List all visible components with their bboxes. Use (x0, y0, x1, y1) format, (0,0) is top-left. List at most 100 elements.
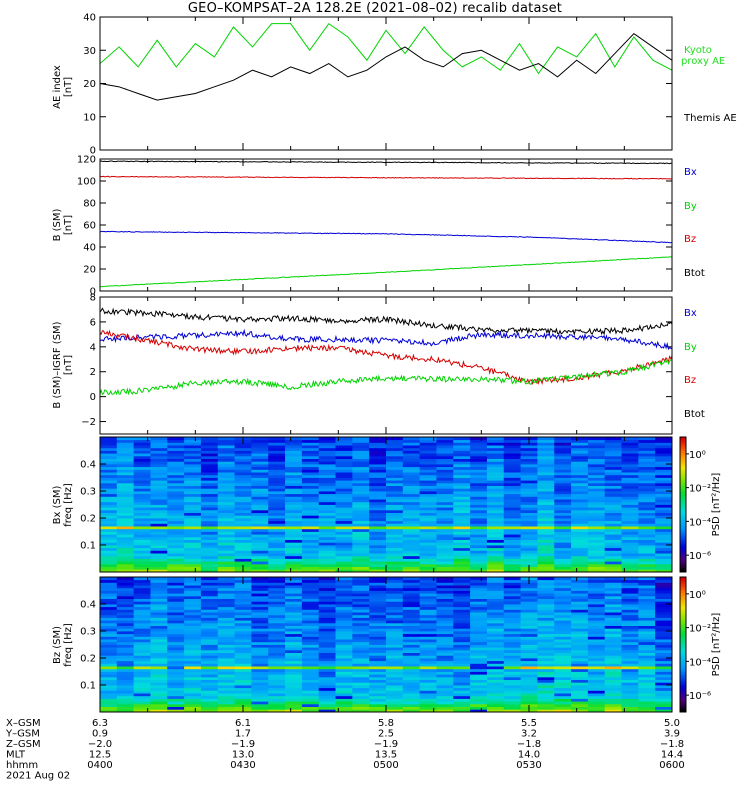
spectrogram-cell (386, 636, 404, 640)
spectrogram-cell (554, 631, 572, 635)
spectrogram-cell (369, 474, 387, 478)
spectrogram-cell (318, 579, 336, 583)
spectrogram-cell (200, 658, 219, 662)
spectrogram-cell (520, 461, 538, 465)
spectrogram-cell (520, 631, 538, 635)
spectrogram-cell (352, 617, 370, 621)
spectrogram-cell (369, 695, 387, 699)
spectrogram-cell (167, 582, 185, 586)
spectrogram-cell (587, 601, 606, 605)
spectrogram-cell (604, 639, 622, 643)
spectrogram-cell (335, 590, 353, 594)
spectrogram-cell (234, 701, 252, 705)
spectrogram-cell (251, 577, 269, 581)
spectrogram-cell (402, 647, 421, 651)
spectrogram-cell (100, 509, 118, 513)
spectrogram-cell (604, 620, 622, 624)
spectrogram-cell (386, 528, 404, 532)
spectrogram-cell (318, 545, 336, 549)
spectrogram-cell (554, 609, 572, 613)
spectrogram-cell (133, 687, 151, 691)
spectrogram-cell (571, 496, 589, 500)
spectrogram-cell (184, 466, 202, 470)
spectrogram-cell (234, 542, 252, 546)
spectrogram-cell (301, 636, 320, 640)
spectrogram-cell (470, 598, 488, 602)
spectrogram-cell (251, 550, 269, 554)
spectrogram-cell (655, 601, 673, 605)
spectrogram-cell (335, 539, 353, 543)
spectrogram-cell (301, 504, 320, 508)
spectrogram-cell (167, 445, 185, 449)
spectrogram-cell (268, 682, 286, 686)
spectrogram-cell (184, 485, 202, 489)
spectrogram-cell (217, 553, 235, 557)
spectrogram-cell (571, 453, 589, 457)
spectrogram-cell (217, 693, 235, 697)
spectrogram-cell (587, 569, 606, 573)
spectrogram-cell (335, 676, 353, 680)
spectrogram-cell (234, 698, 252, 702)
spectrogram-cell (520, 614, 538, 618)
spectrogram-cell (453, 528, 471, 532)
spectrogram-cell (621, 518, 639, 522)
spectrogram-cell (638, 709, 656, 713)
spectrogram-cell (184, 442, 202, 446)
spectrogram-cell (537, 663, 555, 667)
spectrogram-cell (554, 590, 572, 594)
spectrogram-cell (604, 590, 622, 594)
spectrogram-cell (537, 687, 555, 691)
spectrogram-cell (537, 523, 555, 527)
spectrogram-cell (100, 437, 118, 441)
spectrogram-cell (234, 464, 252, 468)
spectrogram-cell (419, 553, 437, 557)
spectrogram-cell (217, 647, 235, 651)
spectrogram-cell (184, 518, 202, 522)
spectrogram-cell (251, 593, 269, 597)
spectrogram-cell (386, 450, 404, 454)
spectrogram-cell (470, 671, 488, 675)
spectrogram-cell (453, 461, 471, 465)
spectrogram-cell (621, 655, 639, 659)
spectrogram-cell (268, 649, 286, 653)
spectrogram-cell (554, 614, 572, 618)
spectrogram-cell (234, 472, 252, 476)
spectrogram-cell (352, 685, 370, 689)
spectrogram-cell (621, 631, 639, 635)
spectrogram-cell (402, 671, 421, 675)
spectrogram-cell (217, 464, 235, 468)
y-tick-label: 0.4 (80, 600, 96, 611)
spectrogram-cell (503, 555, 521, 559)
spectrogram-cell (638, 507, 656, 511)
spectrogram-cell (571, 512, 589, 516)
figure-title: GEO–KOMPSAT–2A 128.2E (2021–08–02) recal… (187, 1, 563, 16)
spectrogram-cell (100, 512, 118, 516)
spectrogram-cell (285, 520, 303, 524)
spectrogram-cell (503, 663, 521, 667)
spectrogram-cell (116, 582, 135, 586)
spectrogram-cell (200, 445, 219, 449)
spectrogram-cell (587, 561, 606, 565)
spectrogram-cell (200, 652, 219, 656)
y-tick-label: 6 (90, 317, 96, 328)
spectrogram-cell (251, 566, 269, 570)
spectrogram-cell (537, 531, 555, 535)
spectrogram-cell (133, 579, 151, 583)
spectrogram-cell (470, 590, 488, 594)
spectrogram-cell (486, 455, 505, 459)
spectrogram-cell (318, 633, 336, 637)
spectrogram-cell (335, 558, 353, 562)
spectrogram-cell (133, 620, 151, 624)
spectrogram-cell (638, 547, 656, 551)
spectrogram-cell (318, 447, 336, 451)
spectrogram-cell (655, 633, 673, 637)
spectrogram-cell (100, 690, 118, 694)
spectrogram-cell (234, 655, 252, 659)
spectrogram-cell (587, 445, 606, 449)
y-tick-label: 8 (90, 293, 96, 304)
spectrogram-cell (655, 668, 673, 672)
spectrogram-cell (352, 539, 370, 543)
spectrogram-cell (116, 604, 135, 608)
spectrogram-cell (587, 612, 606, 616)
spectrogram-cell (133, 585, 151, 589)
